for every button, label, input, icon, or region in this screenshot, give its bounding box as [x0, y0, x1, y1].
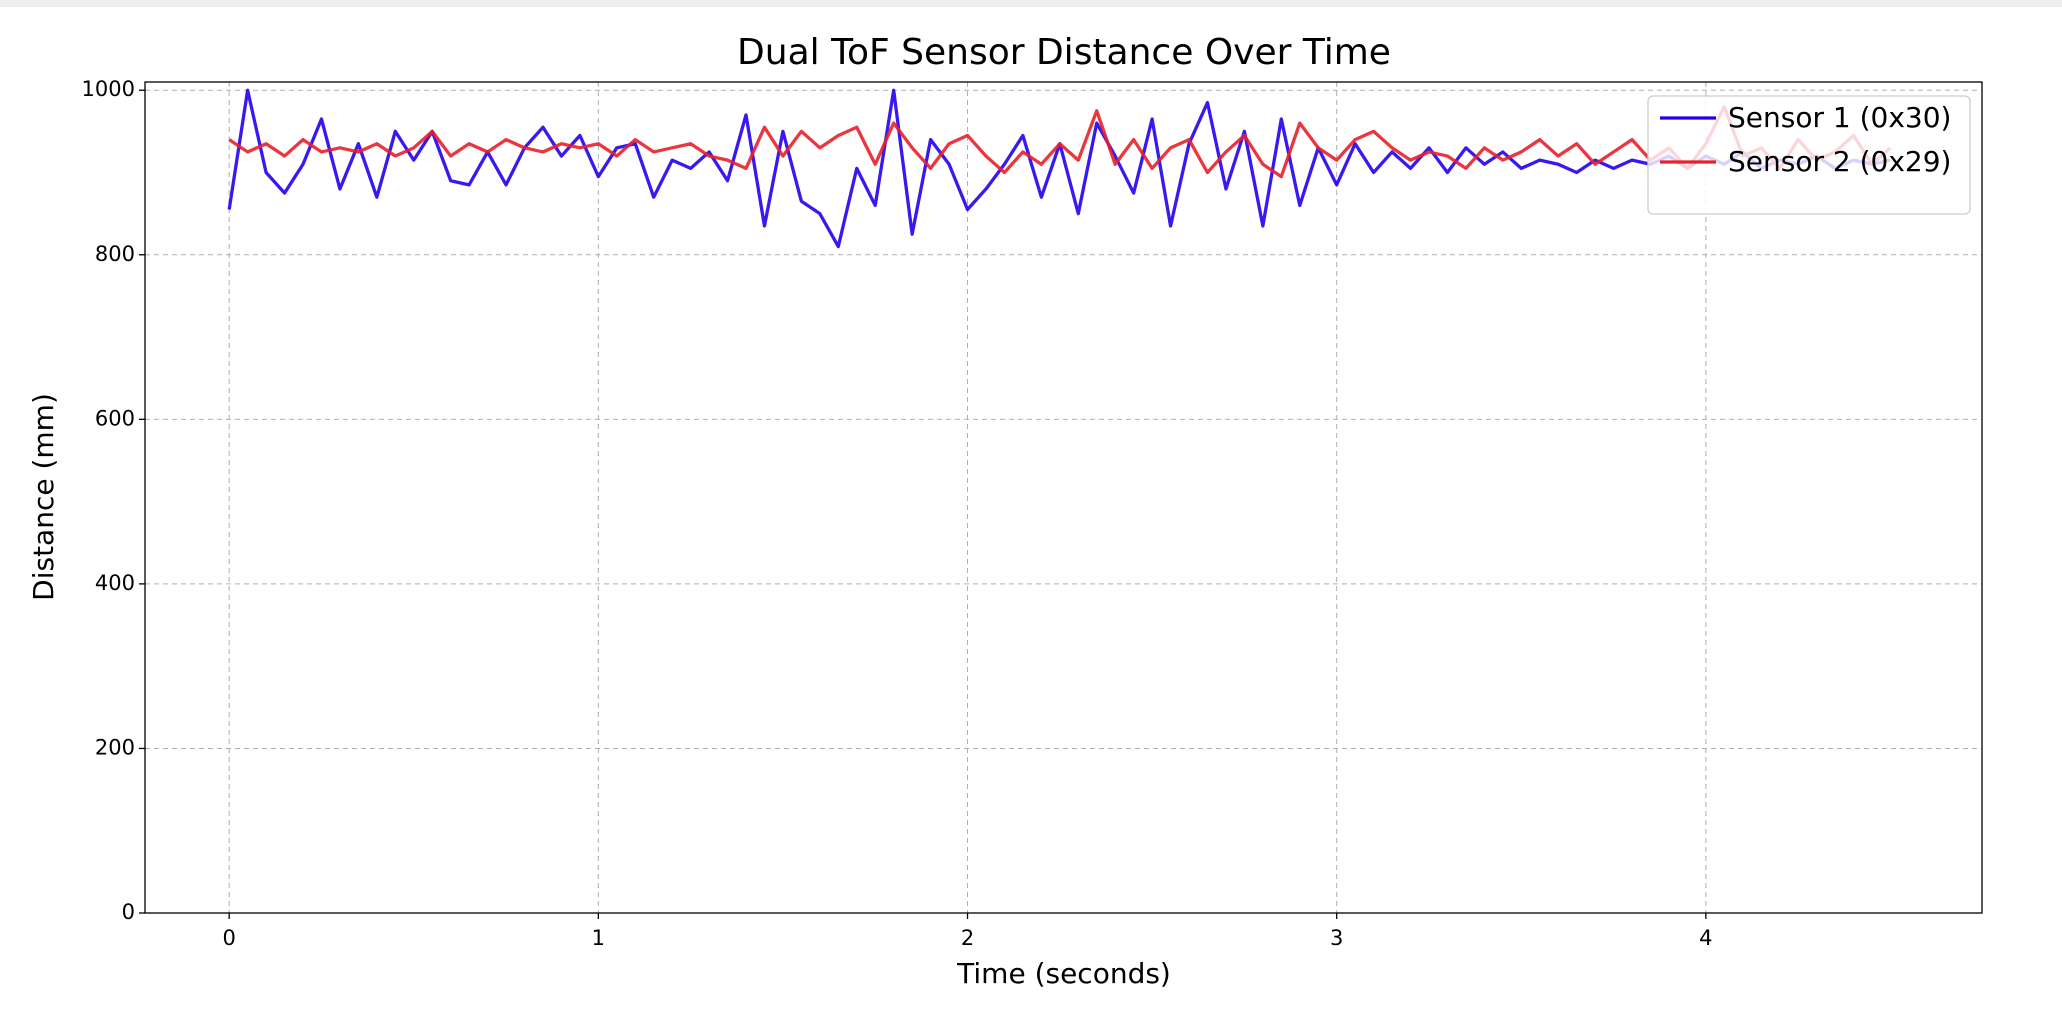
- y-tick-label: 1000: [82, 77, 135, 101]
- y-tick-label: 600: [95, 406, 135, 430]
- plot-frame: [144, 81, 1983, 914]
- series-line: [228, 105, 1892, 179]
- chart-title: Dual ToF Sensor Distance Over Time: [737, 32, 1391, 73]
- y-tick-label: 400: [95, 571, 135, 595]
- x-axis-label: Time (seconds): [956, 957, 1171, 990]
- series-line: [227, 88, 1891, 249]
- x-tick-label: 1: [592, 926, 605, 950]
- x-tick-label: 4: [1699, 926, 1712, 950]
- legend-label: Sensor 1 (0x30): [1728, 101, 1951, 134]
- x-tick-label: 2: [961, 926, 974, 950]
- y-tick-label: 200: [95, 735, 135, 759]
- x-tick-label: 0: [222, 926, 235, 950]
- y-tick-label: 800: [95, 242, 135, 266]
- y-axis-label: Distance (mm): [27, 393, 60, 601]
- legend-box: [1647, 95, 1971, 215]
- y-tick-label: 0: [122, 900, 135, 924]
- x-tick-label: 3: [1330, 926, 1343, 950]
- top-bar: [0, 0, 2062, 7]
- legend-label: Sensor 2 (0x29): [1728, 145, 1951, 178]
